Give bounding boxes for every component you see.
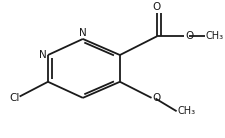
Text: CH₃: CH₃ bbox=[176, 106, 194, 116]
Text: O: O bbox=[151, 93, 160, 103]
Text: N: N bbox=[39, 50, 47, 60]
Text: O: O bbox=[184, 31, 192, 41]
Text: CH₃: CH₃ bbox=[205, 31, 223, 41]
Text: Cl: Cl bbox=[9, 93, 19, 103]
Text: N: N bbox=[79, 28, 86, 38]
Text: O: O bbox=[152, 2, 160, 11]
